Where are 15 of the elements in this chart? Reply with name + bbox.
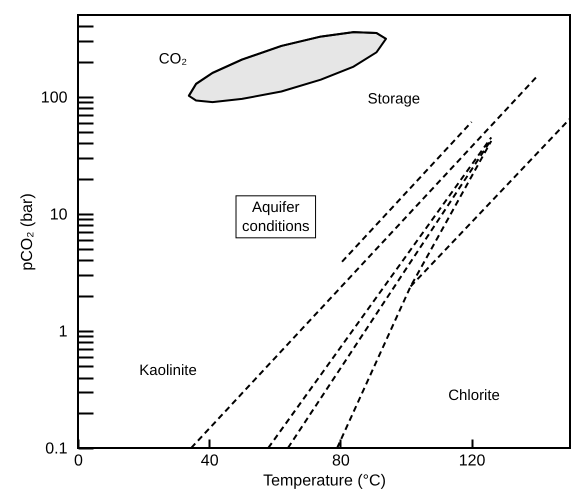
x-tick-label: 80 — [332, 452, 350, 470]
annotation: Chlorite — [448, 387, 500, 404]
x-axis-title: Temperature (°C) — [263, 472, 386, 490]
annotation: CO₂ — [158, 50, 188, 68]
x-tick-label: 120 — [458, 452, 486, 470]
y-axis-title: pCO₂ (bar) — [18, 193, 36, 271]
annotation: Kaolinite — [139, 362, 197, 380]
x-tick-label: 40 — [200, 452, 219, 470]
x-tick-label: 0 — [74, 452, 84, 470]
y-tick-label: 1 — [58, 323, 68, 340]
y-tick-label: 0.1 — [45, 440, 68, 458]
annotation: Aquifer conditions — [242, 198, 310, 235]
y-tick-label: 10 — [50, 206, 68, 224]
y-tick-label: 100 — [40, 89, 68, 106]
annotation: Storage — [368, 90, 420, 108]
